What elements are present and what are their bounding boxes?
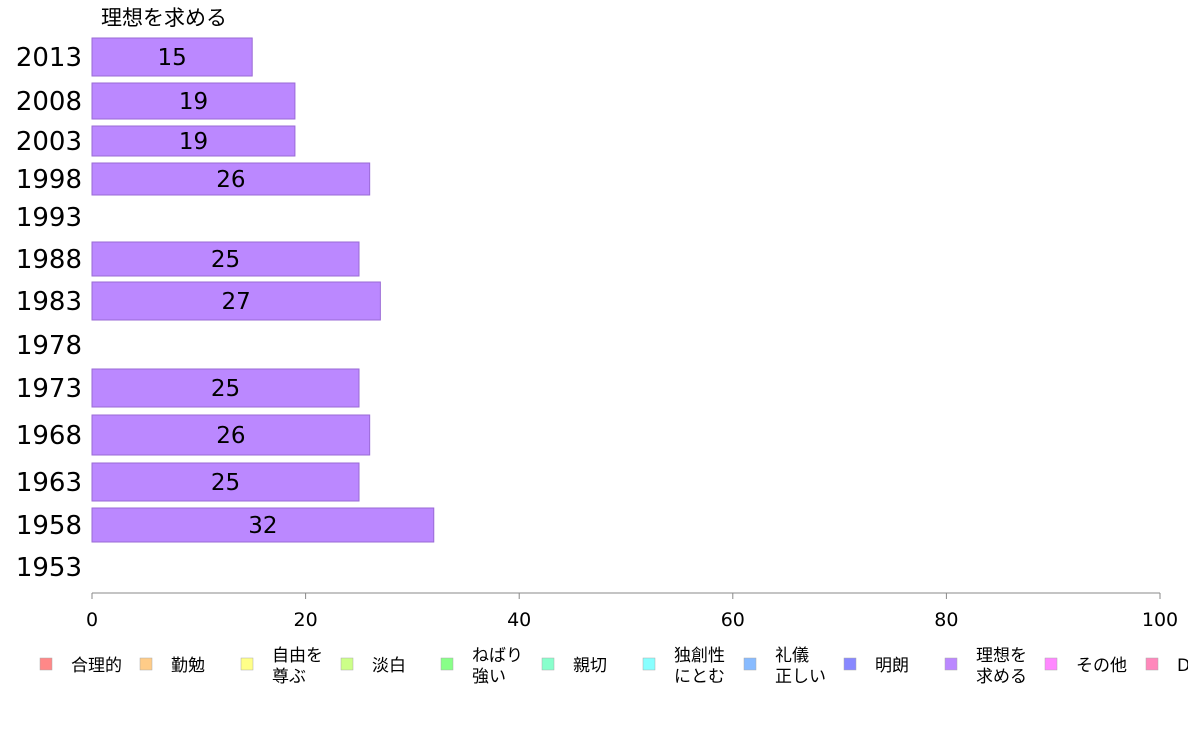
data-label: 27 <box>222 289 251 315</box>
bar <box>91 281 381 321</box>
legend-item: 理想を求める <box>944 646 1027 687</box>
data-label: 26 <box>216 423 245 449</box>
legend-item: 明朗 <box>843 656 909 676</box>
bar <box>91 462 360 502</box>
legend-swatch <box>1145 657 1159 671</box>
legend-label: 尊ぶ <box>272 667 306 687</box>
x-tick-label: 40 <box>507 609 531 631</box>
y-tick-label: 1998 <box>16 165 82 195</box>
data-label: 25 <box>211 470 240 496</box>
legend-label: ねばり <box>472 646 523 666</box>
x-tick-label: 80 <box>934 609 958 631</box>
legend-label: 求める <box>976 667 1027 687</box>
data-label: 25 <box>211 247 240 273</box>
legend-swatch <box>843 657 857 671</box>
data-label: 15 <box>157 45 186 71</box>
legend-item: 親切 <box>541 656 607 676</box>
y-tick-label: 1988 <box>16 245 82 275</box>
legend-item: 合理的 <box>39 656 122 676</box>
legend-label: 淡白 <box>372 656 406 676</box>
legend-label: 明朗 <box>875 656 909 676</box>
bar <box>91 368 360 408</box>
bar <box>91 162 371 196</box>
y-tick-label: 1993 <box>16 203 82 233</box>
legend-item: 勤勉 <box>139 656 205 676</box>
legend-label: 理想を <box>976 646 1027 666</box>
y-tick-label: 1963 <box>16 468 82 498</box>
legend-swatch <box>139 657 153 671</box>
legend-item: 淡白 <box>340 656 406 676</box>
legend-swatch <box>743 657 757 671</box>
x-tick-label: 100 <box>1142 609 1178 631</box>
y-tick-label: 1978 <box>16 331 82 361</box>
y-tick-label: 2013 <box>16 43 82 73</box>
legend-label: 親切 <box>573 656 607 676</box>
legend-swatch <box>340 657 354 671</box>
data-label: 19 <box>179 89 208 115</box>
data-label: 25 <box>211 376 240 402</box>
y-tick-label: 1983 <box>16 287 82 317</box>
legend-swatch <box>944 657 958 671</box>
legend-swatch <box>440 657 454 671</box>
bar <box>91 37 253 77</box>
legend-label: 独創性 <box>674 646 725 666</box>
y-tick-label: 1958 <box>16 511 82 541</box>
legend-label: 勤勉 <box>171 656 205 676</box>
bar <box>91 241 360 277</box>
x-tick-label: 20 <box>294 609 318 631</box>
y-tick-label: 2003 <box>16 127 82 157</box>
legend-label: 正しい <box>775 667 826 687</box>
legend-label: その他 <box>1076 656 1127 676</box>
legend-label: 強い <box>472 667 506 687</box>
data-label: 26 <box>216 167 245 193</box>
legend-label: D <box>1177 656 1188 676</box>
legend-label: 合理的 <box>71 656 122 676</box>
y-tick-label: 1953 <box>16 553 82 583</box>
bar <box>91 125 296 157</box>
y-tick-label: 1968 <box>16 421 82 451</box>
legend-item: その他 <box>1044 656 1127 676</box>
y-tick-label: 2008 <box>16 87 82 117</box>
y-tick-label: 1973 <box>16 374 82 404</box>
legend-item: D <box>1145 656 1188 676</box>
data-label: 32 <box>248 513 277 539</box>
legend-swatch <box>642 657 656 671</box>
bar <box>91 507 435 543</box>
bar <box>91 414 371 456</box>
legend-label: にとむ <box>674 667 725 687</box>
bar <box>91 82 296 120</box>
x-tick-label: 60 <box>721 609 745 631</box>
data-label: 19 <box>179 129 208 155</box>
chart-title: 理想を求める <box>101 6 227 30</box>
legend-swatch <box>39 657 53 671</box>
legend-swatch <box>541 657 555 671</box>
legend-swatch <box>240 657 254 671</box>
legend-label: 自由を <box>272 646 323 666</box>
legend-swatch <box>1044 657 1058 671</box>
x-tick-label: 0 <box>86 609 98 631</box>
legend-label: 礼儀 <box>775 646 809 666</box>
